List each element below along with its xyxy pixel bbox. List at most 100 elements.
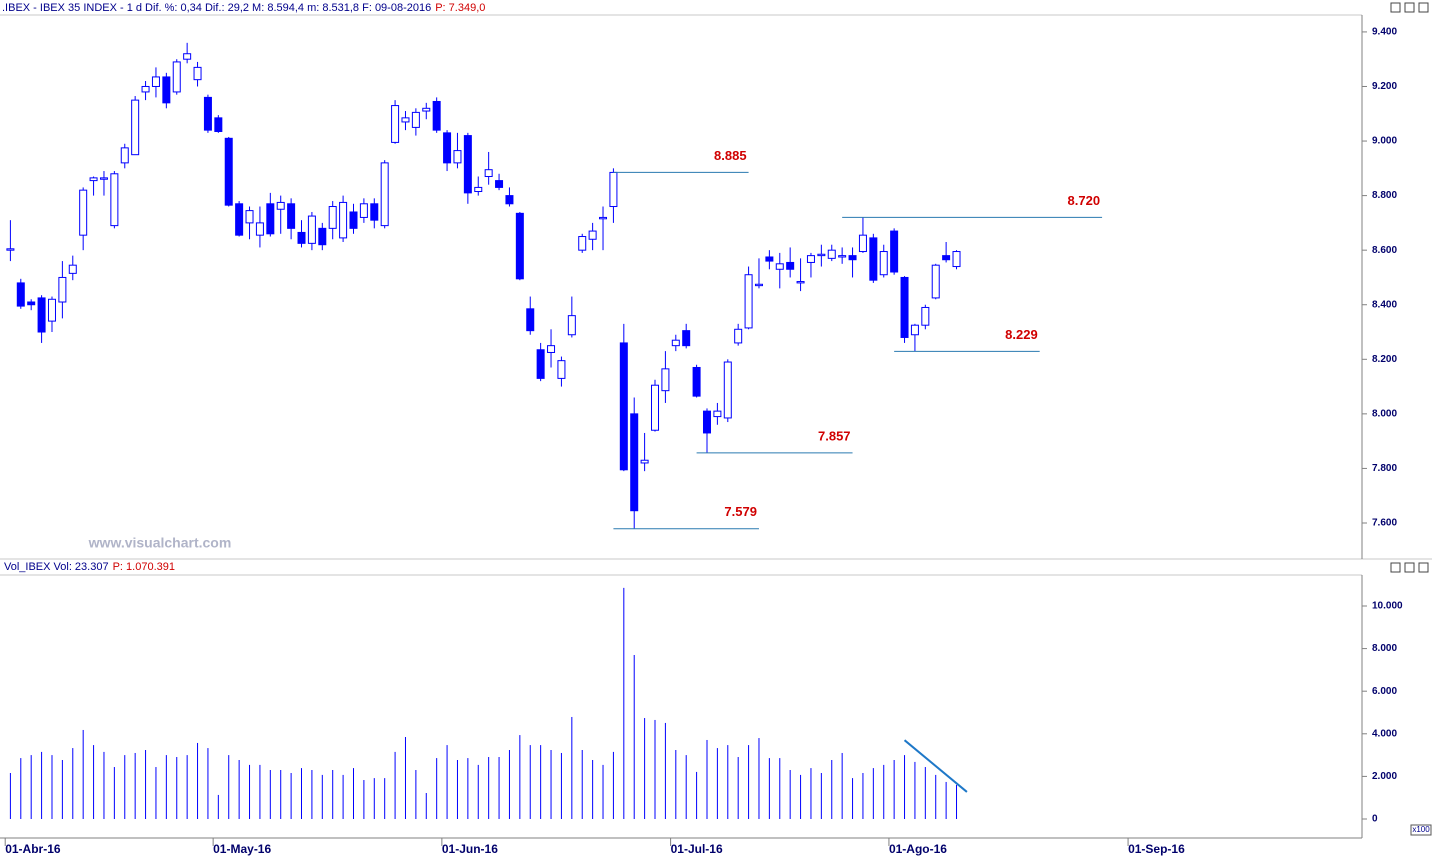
candle-body [68, 264, 77, 274]
candle-body [578, 236, 587, 251]
candle-body [443, 132, 452, 164]
candle-body [203, 96, 212, 131]
candle-body [79, 189, 88, 236]
candle-body [401, 117, 410, 123]
candle-body [692, 366, 701, 397]
y-tick-label: 6.000 [1372, 686, 1397, 697]
candle-body [287, 203, 296, 229]
candle-body [391, 105, 400, 143]
candle-body [89, 177, 98, 182]
unit-box [1410, 824, 1432, 836]
candle-body [910, 324, 919, 336]
x-tick-label: 01-Jul-16 [671, 842, 723, 856]
y-tick-label: 9.000 [1372, 136, 1397, 147]
level-label: 8.885 [714, 148, 747, 163]
window-buttons[interactable] [1390, 2, 1429, 573]
y-tick-label: 9.400 [1372, 27, 1397, 38]
candle-body [99, 177, 108, 180]
candle-body [6, 248, 15, 251]
x-tick-label: 01-May-16 [213, 842, 271, 856]
candle-body [775, 263, 784, 270]
candle-body [47, 298, 56, 322]
candle-body [890, 230, 899, 273]
button[interactable] [1390, 562, 1401, 573]
candle-body [713, 410, 722, 418]
candle-body [557, 360, 566, 379]
button[interactable] [1418, 562, 1429, 573]
candle-body [37, 297, 46, 333]
header-price: P: 7.349,0 [435, 2, 485, 14]
candle-body [245, 210, 254, 224]
candle-body [162, 76, 171, 104]
candle-body [921, 306, 930, 326]
candle-body [942, 255, 951, 261]
x-tick-label: 01-Abr-16 [5, 842, 61, 856]
candle-body [796, 281, 805, 284]
candle-body [453, 150, 462, 164]
candle-body [276, 201, 285, 210]
candle-body [671, 339, 680, 347]
level-label: 7.579 [724, 504, 757, 519]
candle-body [536, 349, 545, 379]
candle-body [141, 85, 150, 93]
candle-body [786, 261, 795, 270]
candle-body [27, 301, 36, 306]
volume-header: Vol_IBEX Vol: 23.307 P: 1.070.391 [4, 561, 175, 573]
candle-body [318, 227, 327, 246]
candle-body [869, 237, 878, 281]
candle-body [702, 410, 711, 434]
button[interactable] [1404, 2, 1415, 13]
watermark: www.visualchart.com [88, 535, 232, 551]
candle-body [328, 206, 337, 229]
button[interactable] [1404, 562, 1415, 573]
candle-body [411, 111, 420, 128]
candle-body [214, 117, 223, 132]
candle-body [640, 459, 649, 464]
y-tick-label: 8.000 [1372, 409, 1397, 420]
candle-body [359, 203, 368, 218]
y-tick-label: 0 [1372, 814, 1378, 825]
candle-body [547, 345, 556, 353]
candle-body [744, 274, 753, 329]
candle-body [151, 76, 160, 87]
y-tick-label: 8.800 [1372, 190, 1397, 201]
candle-body [370, 203, 379, 221]
candle-body [339, 201, 348, 239]
y-tick-label: 8.200 [1372, 354, 1397, 365]
candle-body [661, 368, 670, 392]
candle-body [858, 234, 867, 253]
y-tick-label: 8.600 [1372, 245, 1397, 256]
candle-body [380, 162, 389, 227]
candle-body [567, 315, 576, 336]
y-tick-label: 7.800 [1372, 463, 1397, 474]
y-tick-label: 8.400 [1372, 299, 1397, 310]
candle-body [515, 212, 524, 280]
candle-body [848, 255, 857, 261]
x-tick-label: 01-Ago-16 [889, 842, 947, 856]
candle-body [526, 308, 535, 332]
candle-body [193, 66, 202, 81]
volume-header-text: Vol_IBEX Vol: 23.307 [4, 561, 109, 573]
candle-body [235, 203, 244, 236]
candle-body [183, 53, 192, 60]
volume-header-price: P: 1.070.391 [113, 561, 175, 573]
y-tick-label: 7.600 [1372, 518, 1397, 529]
candle-body [630, 413, 639, 512]
trend-line [903, 739, 968, 793]
level-label: 8.720 [1068, 193, 1101, 208]
candle-body [609, 171, 618, 208]
candle-body [651, 384, 660, 431]
candle-body [495, 180, 504, 188]
candle-body [754, 283, 763, 287]
candle-body [349, 211, 358, 229]
candle-body [734, 328, 743, 344]
y-tick-label: 8.000 [1372, 643, 1397, 654]
candle-body [172, 61, 181, 93]
y-tick-label: 2.000 [1372, 771, 1397, 782]
button[interactable] [1418, 2, 1429, 13]
y-tick-label: 10.000 [1372, 601, 1403, 612]
button[interactable] [1390, 2, 1401, 13]
candle-body [131, 99, 140, 156]
